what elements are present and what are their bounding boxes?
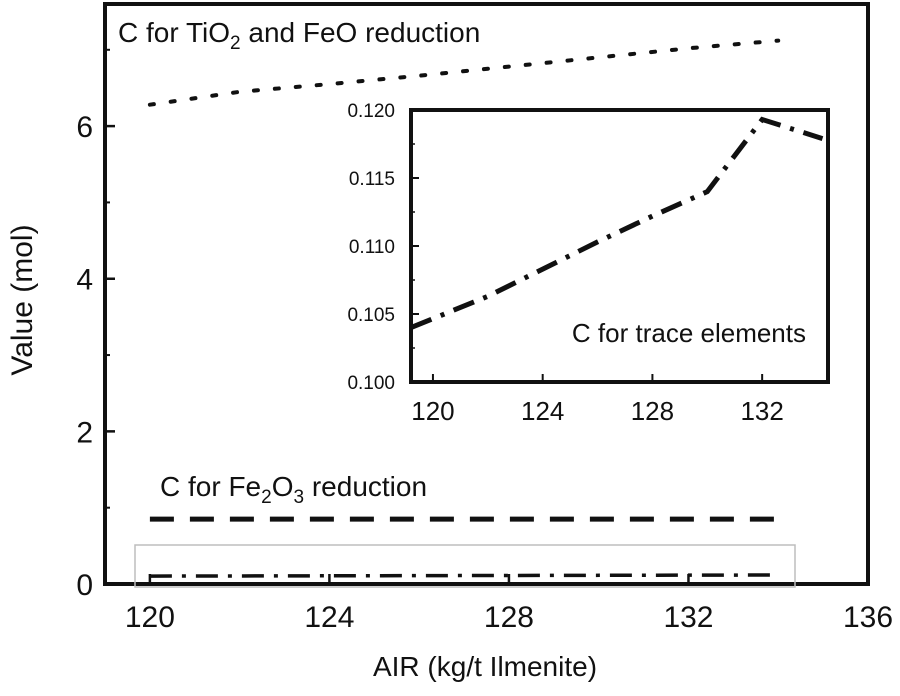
main-y-tick-label-0: 0	[76, 569, 93, 602]
inset-series-line-0	[410, 116, 824, 330]
y-axis-title: Value (mol)	[6, 224, 39, 375]
main-y-tick-label-4: 4	[76, 264, 93, 297]
inset-x-tick-label-128: 128	[631, 396, 674, 426]
trace-highlight-box	[134, 544, 796, 588]
main-x-tick-label-136: 136	[843, 601, 893, 634]
inset-axis-ticks: 120 124 128 132 0.100 0.105 0.110 0.115 0.120	[347, 101, 783, 426]
main-x-tick-label-128: 128	[484, 601, 534, 634]
inset-y-tick-label-0: 0.100	[347, 373, 395, 394]
series-label-tio2-feo: C for TiO2 and FeO reduction	[118, 17, 480, 54]
inset-y-tick-label-3: 0.115	[349, 169, 395, 190]
main-series-layer	[147, 38, 781, 578]
main-series-line-0	[147, 38, 781, 107]
inset-y-tick-label-4: 0.120	[347, 101, 395, 122]
inset-series-layer	[410, 116, 824, 330]
inset-y-tick-label-1: 0.105	[347, 305, 395, 326]
inset-x-tick-label-124: 124	[521, 396, 564, 426]
main-x-tick-label-120: 120	[125, 601, 175, 634]
inset-x-tick-label-120: 120	[411, 396, 454, 426]
main-y-tick-label-2: 2	[76, 416, 93, 449]
main-y-tick-label-6: 6	[76, 111, 93, 144]
inset-y-tick-label-2: 0.110	[349, 237, 395, 258]
series-label-fe2o3: C for Fe2O3 reduction	[160, 471, 427, 508]
x-axis-title: AIR (kg/t Ilmenite)	[373, 651, 597, 682]
main-x-tick-label-132: 132	[663, 601, 713, 634]
inset-series-label: C for trace elements	[572, 318, 806, 348]
main-x-tick-label-124: 124	[304, 601, 354, 634]
main-series-line-2	[149, 573, 779, 578]
main-axis-ticks: 120 124 128 132 136 0 2 4 6	[76, 48, 893, 634]
inset-x-tick-label-132: 132	[740, 396, 783, 426]
